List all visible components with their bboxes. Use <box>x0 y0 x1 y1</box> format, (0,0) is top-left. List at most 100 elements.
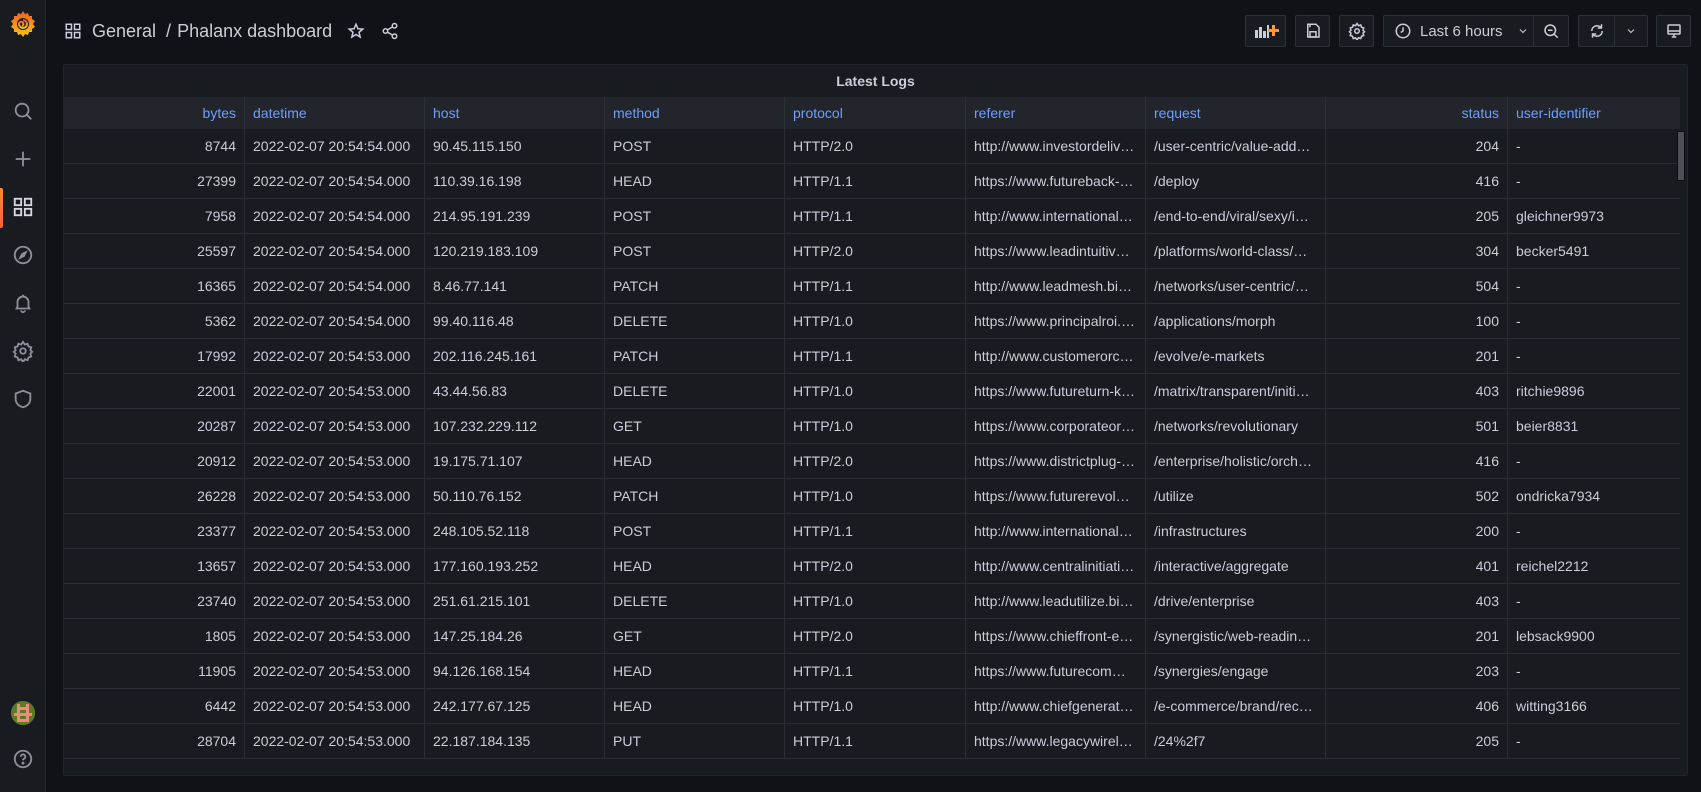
table-row[interactable]: 11905 2022-02-07 20:54:53.000 94.126.168.1… <box>64 654 1680 689</box>
cell-bytes: 6442 <box>64 689 245 723</box>
column-header-user-identifier[interactable]: user-identifier <box>1516 105 1601 121</box>
dashboard-title[interactable]: Phalanx dashboard <box>177 20 333 41</box>
cell-datetime: 2022-02-07 20:54:54.000 <box>245 234 425 268</box>
grafana-logo-icon[interactable] <box>10 9 36 37</box>
cell-referer: https://www.legacywirel… <box>966 724 1146 758</box>
sidebar-item-alerting[interactable] <box>0 280 46 326</box>
table-row[interactable]: 26228 2022-02-07 20:54:53.000 50.110.76.15… <box>64 479 1680 514</box>
tv-mode-button[interactable] <box>1656 15 1691 47</box>
cell-bytes: 1805 <box>64 619 245 653</box>
time-range-picker[interactable]: Last 6 hours <box>1383 15 1533 47</box>
cell-method: DELETE <box>605 584 785 618</box>
cell-datetime: 2022-02-07 20:54:54.000 <box>245 269 425 303</box>
shield-icon <box>14 389 32 409</box>
cell-referer: http://www.centralinitiati… <box>966 549 1146 583</box>
zoom-out-button[interactable] <box>1533 15 1569 47</box>
table-row[interactable]: 23740 2022-02-07 20:54:53.000 251.61.215.1… <box>64 584 1680 619</box>
dashboard-nav: General / Phalanx dashboard Last 6 hours <box>46 0 1701 62</box>
apps-grid-icon <box>13 197 33 217</box>
sidebar-item-create[interactable] <box>0 136 46 182</box>
column-header-status[interactable]: status <box>1326 97 1508 129</box>
mark-favorite-button[interactable] <box>346 21 366 41</box>
column-header-method[interactable]: method <box>605 97 785 129</box>
table-row[interactable]: 25597 2022-02-07 20:54:54.000 120.219.183.… <box>64 234 1680 269</box>
sidebar-item-help[interactable] <box>0 736 46 782</box>
cell-status: 203 <box>1326 654 1508 688</box>
cell-protocol: HTTP/2.0 <box>785 619 966 653</box>
table-row[interactable]: 8744 2022-02-07 20:54:54.000 90.45.115.150… <box>64 129 1680 164</box>
sidebar-item-explore[interactable] <box>0 232 46 278</box>
cell-datetime: 2022-02-07 20:54:53.000 <box>245 374 425 408</box>
table-row[interactable]: 6442 2022-02-07 20:54:53.000 242.177.67.12… <box>64 689 1680 724</box>
time-range-label: Last 6 hours <box>1420 22 1503 40</box>
panel-title[interactable]: Latest Logs <box>836 73 915 89</box>
column-header-protocol[interactable]: protocol <box>785 97 966 129</box>
refresh-interval-picker[interactable] <box>1614 15 1648 47</box>
cell-referer: https://www.futurecom… <box>966 654 1146 688</box>
chevron-down-icon <box>1627 29 1635 34</box>
cell-protocol: HTTP/1.1 <box>785 339 966 373</box>
cell-bytes: 23740 <box>64 584 245 618</box>
table-row[interactable]: 17992 2022-02-07 20:54:53.000 202.116.245.… <box>64 339 1680 374</box>
table-body: 8744 2022-02-07 20:54:54.000 90.45.115.150… <box>64 129 1680 759</box>
cell-protocol: HTTP/1.1 <box>785 269 966 303</box>
sidebar-item-server-admin[interactable] <box>0 376 46 422</box>
cell-method: GET <box>605 409 785 443</box>
avatar[interactable] <box>11 701 35 725</box>
cell-user-identifier: - <box>1516 663 1521 679</box>
table-row[interactable]: 20912 2022-02-07 20:54:53.000 19.175.71.10… <box>64 444 1680 479</box>
cell-host: 50.110.76.152 <box>425 479 605 513</box>
cell-protocol: HTTP/2.0 <box>785 444 966 478</box>
cell-request: /synergistic/web-readin… <box>1146 619 1326 653</box>
column-header-request[interactable]: request <box>1146 97 1326 129</box>
cell-protocol: HTTP/2.0 <box>785 549 966 583</box>
cell-datetime: 2022-02-07 20:54:54.000 <box>245 199 425 233</box>
table-row[interactable]: 20287 2022-02-07 20:54:53.000 107.232.229.… <box>64 409 1680 444</box>
refresh-button[interactable] <box>1578 15 1614 47</box>
table-scrollbar[interactable] <box>1677 131 1685 181</box>
cell-referer: http://www.international… <box>966 199 1146 233</box>
breadcrumb-folder-link[interactable]: General <box>92 20 157 41</box>
sidebar-item-configuration[interactable] <box>0 328 46 374</box>
dashboard-settings-button[interactable] <box>1339 15 1374 47</box>
cell-bytes: 20287 <box>64 409 245 443</box>
cell-datetime: 2022-02-07 20:54:53.000 <box>245 339 425 373</box>
cell-datetime: 2022-02-07 20:54:54.000 <box>245 129 425 163</box>
table-row[interactable]: 28704 2022-02-07 20:54:53.000 22.187.184.1… <box>64 724 1680 759</box>
sidebar-item-dashboards[interactable] <box>0 184 46 230</box>
apps-grid-icon <box>65 23 81 39</box>
table-row[interactable]: 7958 2022-02-07 20:54:54.000 214.95.191.23… <box>64 199 1680 234</box>
cell-method: POST <box>605 129 785 163</box>
sidebar-item-search[interactable] <box>0 88 46 134</box>
gear-icon <box>1347 22 1366 40</box>
column-header-host[interactable]: host <box>425 97 605 129</box>
table-row[interactable]: 27399 2022-02-07 20:54:54.000 110.39.16.19… <box>64 164 1680 199</box>
table-row[interactable]: 5362 2022-02-07 20:54:54.000 99.40.116.48 D… <box>64 304 1680 339</box>
cell-user-identifier: - <box>1516 313 1521 329</box>
compass-icon <box>13 245 33 265</box>
table-row[interactable]: 13657 2022-02-07 20:54:53.000 177.160.193.… <box>64 549 1680 584</box>
column-header-bytes[interactable]: bytes <box>64 97 245 129</box>
cell-host: 22.187.184.135 <box>425 724 605 758</box>
cell-datetime: 2022-02-07 20:54:54.000 <box>245 164 425 198</box>
cell-protocol: HTTP/1.1 <box>785 164 966 198</box>
refresh-icon <box>1590 24 1603 38</box>
cell-method: POST <box>605 199 785 233</box>
table-row[interactable]: 22001 2022-02-07 20:54:53.000 43.44.56.83 D… <box>64 374 1680 409</box>
cell-protocol: HTTP/1.1 <box>785 724 966 758</box>
add-panel-icon <box>1254 25 1279 38</box>
question-circle-icon <box>13 749 33 769</box>
column-header-datetime[interactable]: datetime <box>245 97 425 129</box>
cell-bytes: 26228 <box>64 479 245 513</box>
cell-referer: https://www.districtplug-… <box>966 444 1146 478</box>
save-dashboard-button[interactable] <box>1295 15 1330 47</box>
table-row[interactable]: 1805 2022-02-07 20:54:53.000 147.25.184.26… <box>64 619 1680 654</box>
table-row[interactable]: 16365 2022-02-07 20:54:54.000 8.46.77.141 P… <box>64 269 1680 304</box>
column-header-referer[interactable]: referer <box>966 97 1146 129</box>
share-dashboard-button[interactable] <box>380 21 400 41</box>
cell-host: 19.175.71.107 <box>425 444 605 478</box>
side-menu <box>0 0 46 792</box>
table-row[interactable]: 23377 2022-02-07 20:54:53.000 248.105.52.1… <box>64 514 1680 549</box>
gear-icon <box>12 340 34 362</box>
add-panel-button[interactable] <box>1245 15 1286 47</box>
